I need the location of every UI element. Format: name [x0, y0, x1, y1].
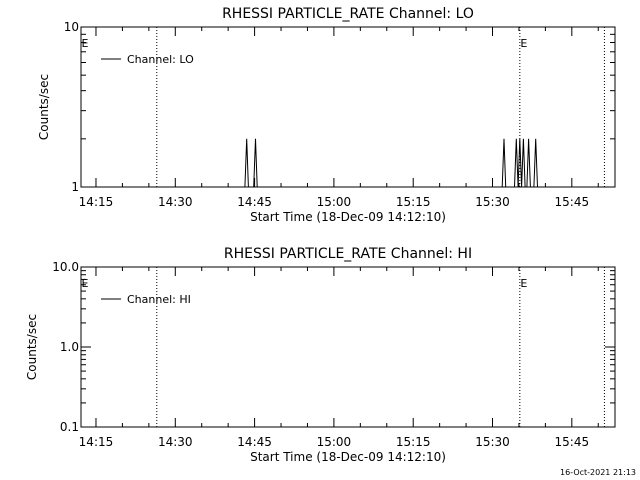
x-tick-label: 15:30: [475, 435, 510, 449]
chart-title: RHESSI PARTICLE_RATE Channel: HI: [224, 246, 472, 262]
x-tick-label: 14:45: [237, 195, 272, 209]
chart-title: RHESSI PARTICLE_RATE Channel: LO: [222, 6, 474, 22]
chart-panel-2: RHESSI PARTICLE_RATE Channel: HI Start Ti…: [25, 246, 616, 464]
y-tick-label: 1.0: [60, 340, 79, 354]
x-tick-label: 15:30: [475, 195, 510, 209]
footer-timestamp: 16-Oct-2021 21:13: [560, 468, 636, 477]
legend-label: Channel: HI: [127, 293, 191, 306]
y-tick-label: 0.1: [60, 420, 79, 434]
x-tick-label: 14:45: [237, 435, 272, 449]
event-marker-label: E: [82, 37, 89, 50]
x-tick-label: 15:15: [396, 435, 431, 449]
x-tick-label: 14:15: [79, 195, 114, 209]
x-tick-label: 15:00: [317, 435, 352, 449]
x-tick-label: 15:15: [396, 195, 431, 209]
event-marker-label: E: [82, 277, 89, 290]
y-axis-label: Counts/sec: [25, 314, 39, 380]
y-axis-label: Counts/sec: [37, 74, 51, 140]
series-line: [244, 138, 540, 188]
x-tick-label: 14:30: [158, 435, 193, 449]
plot-frame: [80, 266, 616, 428]
x-tick-label: 15:45: [555, 195, 590, 209]
legend-label: Channel: LO: [127, 53, 194, 66]
y-tick-label: 10: [64, 20, 79, 34]
x-tick-label: 15:45: [555, 435, 590, 449]
chart-panel-1: RHESSI PARTICLE_RATE Channel: LO Start Ti…: [37, 6, 616, 224]
y-tick-label: 1: [71, 180, 79, 194]
x-axis-label: Start Time (18-Dec-09 14:12:10): [250, 450, 446, 464]
event-marker-label: E: [520, 37, 527, 50]
x-tick-label: 15:00: [317, 195, 352, 209]
x-tick-label: 14:30: [158, 195, 193, 209]
event-marker-label: E: [520, 277, 527, 290]
x-axis-label: Start Time (18-Dec-09 14:12:10): [250, 210, 446, 224]
y-tick-label: 10.0: [52, 260, 79, 274]
x-tick-label: 14:15: [79, 435, 114, 449]
